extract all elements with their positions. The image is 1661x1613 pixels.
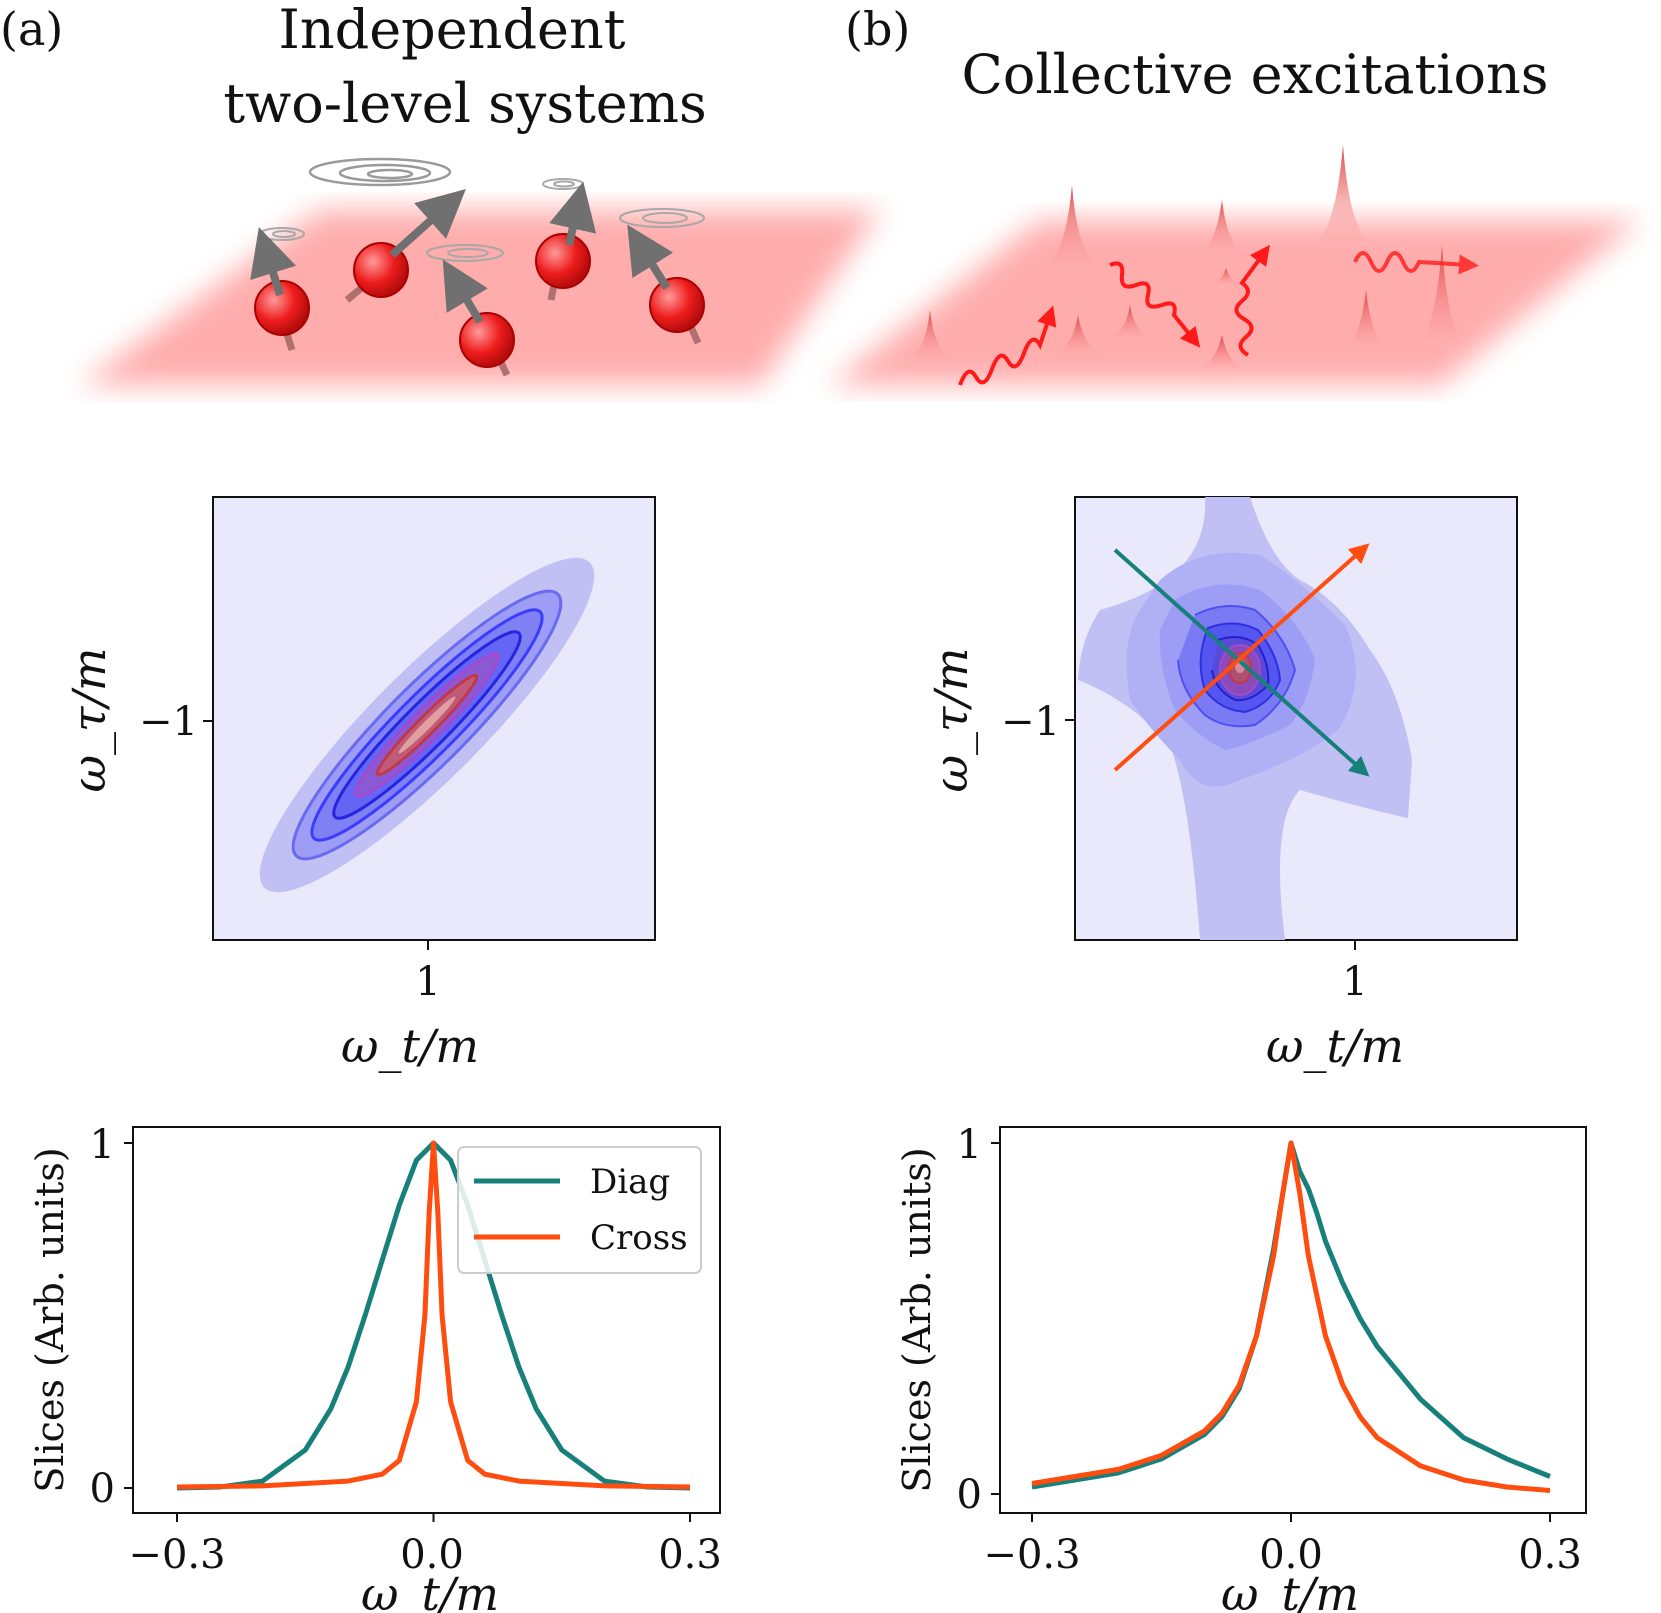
panel-a-title-line1: Independent: [279, 0, 626, 61]
plot-a-ylabel: Slices (Arb. units): [28, 1147, 72, 1492]
plot-b-xlabel: ω_t/m: [1221, 1567, 1359, 1613]
map-a-ytick-label: −1: [139, 699, 198, 745]
series-line-cross: [176, 1140, 691, 1490]
swirl-icon: [542, 178, 584, 190]
map-a-contours: [259, 557, 595, 893]
plot-a-ytick-1: 1: [90, 1122, 115, 1168]
cross-slice-arrow: [1113, 543, 1370, 772]
slice-plot-a: Diag Cross 1 0 −0.3 0.0 0.3 Slices (Arb.…: [28, 1122, 722, 1613]
map-b-ytick-label: −1: [1001, 699, 1060, 745]
plot-a-xlabel: ω_t/m: [361, 1567, 499, 1613]
legend-cross-label: Cross: [590, 1218, 688, 1258]
map-b-xtick-label: 1: [1342, 959, 1367, 1005]
slice-plot-b: 1 0 −0.3 0.0 0.3 Slices (Arb. units) ω_t…: [895, 1122, 1587, 1613]
plot-b-xtick-0: −0.3: [983, 1532, 1080, 1578]
plot-b-marks: [991, 1140, 1551, 1522]
two-level-systems-illustration: [80, 157, 880, 385]
series-line-cross: [1031, 1140, 1551, 1493]
plot-a-ytick-0: 0: [90, 1466, 115, 1512]
plot-b-ylabel: Slices (Arb. units): [895, 1147, 939, 1492]
plot-b-frame: [999, 1126, 1587, 1514]
map-a-ylabel: ω_τ/m: [62, 647, 116, 792]
legend-diag-label: Diag: [590, 1162, 670, 1202]
spectrum-map-b: −1 1 ω_τ/m ω_t/m: [924, 496, 1518, 1073]
spin-arrow-icon: [627, 224, 705, 345]
excitation-plane: [830, 220, 1640, 385]
series-line-diag: [1031, 1140, 1551, 1490]
spectrum-map-a: −1 1 ω_τ/m ω_t/m: [62, 496, 656, 1073]
plot-b-xtick-1: 0.0: [1259, 1532, 1323, 1578]
map-a-xtick-label: 1: [415, 959, 440, 1005]
plot-b-xtick-2: 0.3: [1518, 1532, 1582, 1578]
spin-arrow-icon: [442, 259, 515, 377]
spin-arrow-icon: [344, 189, 466, 303]
plot-a-xtick-1: 0.0: [400, 1532, 464, 1578]
spin-arrow-icon: [250, 227, 310, 352]
panel-a-label: (a): [0, 2, 63, 56]
map-b-ylabel: ω_τ/m: [924, 647, 978, 792]
wavy-photon-icon: [958, 244, 1479, 386]
plot-a-legend: Diag Cross: [457, 1146, 702, 1274]
excitation-peak-icon: [905, 145, 1468, 370]
map-b-xlabel: ω_t/m: [1266, 1019, 1404, 1073]
spin-arrow-icon: [535, 181, 597, 301]
map-a-xlabel: ω_t/m: [341, 1019, 479, 1073]
panel-b-label: (b): [845, 2, 910, 56]
swirl-icon: [308, 157, 452, 187]
panel-a-title-line2: two-level systems: [223, 72, 706, 135]
plot-a-xtick-2: 0.3: [658, 1532, 722, 1578]
panel-b-title: Collective excitations: [962, 43, 1549, 106]
plot-b-ytick-0: 0: [957, 1472, 982, 1518]
collective-excitations-illustration: [830, 145, 1640, 386]
plot-b-ytick-1: 1: [957, 1122, 982, 1168]
plot-a-xtick-0: −0.3: [128, 1532, 225, 1578]
plot-a-marks: [124, 1140, 691, 1522]
plot-a-frame: [132, 1126, 721, 1514]
